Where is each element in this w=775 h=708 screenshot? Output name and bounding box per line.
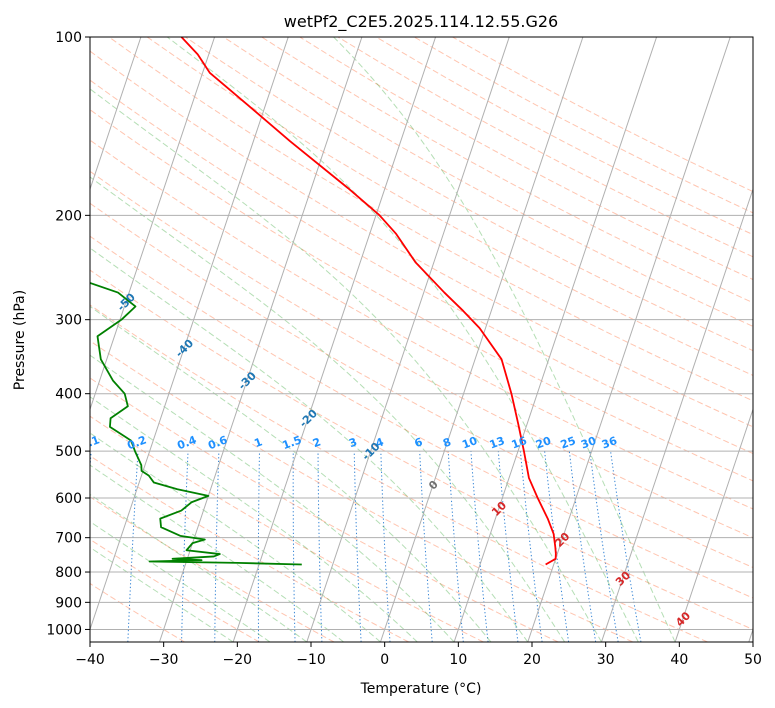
x-tick-label: 0 bbox=[380, 652, 389, 668]
dewpoint-profile-line bbox=[90, 282, 302, 566]
mixing-ratio-label: 16 bbox=[510, 434, 529, 452]
dry-adiabat-line bbox=[90, 269, 753, 630]
dry-adiabat-line bbox=[90, 170, 753, 539]
y-axis-label: Pressure (hPa) bbox=[12, 290, 28, 390]
moist-adiabat-line bbox=[90, 247, 529, 642]
moist-adiabat-line bbox=[90, 88, 602, 642]
mixing-ratio-line bbox=[317, 451, 323, 642]
x-tick-label: 20 bbox=[523, 652, 541, 668]
y-tick-label: 700 bbox=[55, 531, 82, 547]
mixing-ratio-label: 13 bbox=[488, 434, 507, 451]
moist-adiabat-line bbox=[90, 354, 455, 642]
mixing-ratio-line bbox=[470, 451, 489, 642]
chart-title: wetPf2_C2E5.2025.114.12.55.G26 bbox=[284, 12, 558, 32]
x-tick-label: 10 bbox=[449, 652, 467, 668]
axis-ticks: −40 −30 −20 −10 0 10 20 30 40 5010020030040050060… bbox=[46, 30, 762, 668]
x-tick-label: −40 bbox=[75, 652, 105, 668]
mixing-ratio-line bbox=[214, 451, 220, 642]
dry-adiabat-line bbox=[90, 109, 753, 482]
moist-adiabat-line bbox=[90, 464, 344, 642]
x-tick-label: −20 bbox=[223, 652, 253, 668]
y-tick-label: 200 bbox=[55, 208, 82, 224]
mixing-ratio-label: 1.5 bbox=[281, 433, 304, 452]
moist-adiabat-line bbox=[90, 176, 566, 642]
mixing-ratio-label: 20 bbox=[534, 434, 553, 452]
mixing-ratio-line bbox=[544, 451, 570, 642]
x-tick-label: 40 bbox=[670, 652, 688, 668]
dry-adiabat-line bbox=[90, 79, 753, 455]
x-tick-label: −30 bbox=[149, 652, 179, 668]
moist-adiabat-line bbox=[166, 37, 639, 642]
dry-adiabat-line bbox=[185, 37, 753, 352]
mixing-ratio-label: 0.4 bbox=[175, 433, 198, 452]
isotherm-line bbox=[90, 37, 216, 411]
isotherm-line bbox=[674, 407, 753, 642]
isotherm-line bbox=[600, 187, 753, 642]
dry-adiabat-line bbox=[90, 139, 753, 510]
isotherm-line bbox=[306, 37, 510, 642]
mixing-ratio-line bbox=[519, 451, 543, 642]
mixing-ratio-label: 36 bbox=[600, 434, 619, 452]
dry-adiabat-line bbox=[261, 37, 753, 304]
mixing-ratio-label: 0.1 bbox=[79, 433, 102, 452]
y-tick-label: 600 bbox=[55, 491, 82, 507]
dry-adiabat-line bbox=[90, 304, 708, 642]
mixing-ratio-label: 2 bbox=[311, 435, 323, 450]
mixing-ratio-label: 0.2 bbox=[125, 433, 148, 452]
y-tick-label: 300 bbox=[55, 313, 82, 329]
background-lines bbox=[90, 37, 753, 642]
line-labels: 0.10.20.40.611.52346810131620253036-100-… bbox=[79, 290, 693, 629]
y-tick-label: 1000 bbox=[46, 622, 82, 638]
mixing-ratio-label: 30 bbox=[579, 434, 598, 452]
isotherm-line bbox=[90, 37, 142, 191]
isotherm-line bbox=[527, 37, 731, 642]
x-tick-label: −10 bbox=[296, 652, 326, 668]
plot-frame bbox=[89, 36, 754, 643]
dry-adiabat-line bbox=[108, 37, 753, 402]
moist-adiabat-line bbox=[90, 305, 492, 642]
dry-adiabat-line bbox=[90, 50, 753, 428]
isotherm-line bbox=[158, 37, 363, 642]
x-axis-label: Temperature (°C) bbox=[360, 681, 482, 697]
dry-adiabat-line bbox=[90, 538, 260, 642]
mixing-ratio-label: 0.6 bbox=[206, 433, 229, 452]
mixing-ratio-line bbox=[419, 451, 433, 642]
mixing-ratio-line bbox=[447, 451, 464, 642]
isotherm-line bbox=[453, 37, 658, 642]
y-tick-label: 100 bbox=[55, 30, 82, 46]
moist-adiabat-line bbox=[90, 546, 234, 642]
dry-adiabat-line bbox=[90, 415, 484, 642]
dry-adiabat-line bbox=[146, 37, 753, 376]
moist-adiabat-line bbox=[333, 37, 676, 642]
dry-adiabat-line bbox=[90, 340, 634, 642]
isotherm-line bbox=[90, 37, 289, 632]
mixing-ratio-line bbox=[497, 451, 519, 642]
isotherm-line bbox=[379, 37, 584, 642]
mixing-ratio-line bbox=[181, 451, 189, 642]
mixing-ratio-line bbox=[380, 451, 391, 642]
temperature-profile-line bbox=[180, 37, 557, 566]
y-tick-label: 400 bbox=[55, 387, 82, 403]
isotherm-line bbox=[232, 37, 437, 642]
y-tick-label: 900 bbox=[55, 595, 82, 611]
mixing-ratio-label: 4 bbox=[374, 435, 386, 450]
mixing-ratio-line bbox=[292, 451, 296, 642]
mixing-ratio-line bbox=[353, 451, 362, 642]
y-tick-label: 500 bbox=[55, 444, 82, 460]
x-tick-label: 50 bbox=[744, 652, 762, 668]
y-tick-label: 800 bbox=[55, 565, 82, 581]
dry-adiabat-line bbox=[90, 496, 335, 642]
mixing-ratio-label: 25 bbox=[559, 434, 578, 451]
mixing-ratio-label: 3 bbox=[347, 435, 359, 450]
moist-adiabat-line bbox=[90, 521, 271, 642]
profile-lines bbox=[90, 37, 557, 566]
dry-adiabat-line bbox=[90, 377, 559, 642]
mixing-ratio-label: 8 bbox=[441, 435, 453, 450]
mixing-ratio-label: 1 bbox=[252, 435, 264, 450]
mixing-ratio-label: 10 bbox=[460, 434, 479, 452]
x-tick-label: 30 bbox=[597, 652, 615, 668]
mixing-ratio-label: 6 bbox=[413, 435, 425, 450]
